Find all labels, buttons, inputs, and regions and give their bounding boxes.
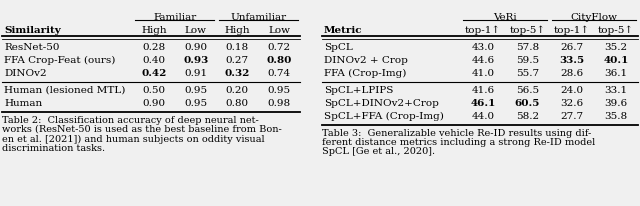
Text: High: High (141, 26, 167, 35)
Text: top-1↑: top-1↑ (465, 26, 501, 35)
Text: Human: Human (4, 98, 42, 108)
Text: 35.2: 35.2 (604, 42, 627, 52)
Text: 0.93: 0.93 (183, 55, 209, 64)
Text: DINOv2 + Crop: DINOv2 + Crop (324, 55, 408, 64)
Text: SpCL: SpCL (324, 42, 353, 52)
Text: CityFlow: CityFlow (570, 13, 617, 22)
Text: 26.7: 26.7 (560, 42, 583, 52)
Text: 0.32: 0.32 (225, 69, 250, 77)
Text: Table 2:  Classification accuracy of deep neural net-: Table 2: Classification accuracy of deep… (2, 116, 259, 124)
Text: 27.7: 27.7 (560, 111, 583, 121)
Text: 0.28: 0.28 (143, 42, 166, 52)
Text: top-1↑: top-1↑ (554, 26, 589, 35)
Text: SpCL+DINOv2+Crop: SpCL+DINOv2+Crop (324, 98, 439, 108)
Text: top-5↑: top-5↑ (509, 26, 545, 35)
Text: Unfamiliar: Unfamiliar (230, 13, 286, 22)
Text: 56.5: 56.5 (516, 85, 539, 95)
Text: 36.1: 36.1 (604, 69, 627, 77)
Text: SpCL+LPIPS: SpCL+LPIPS (324, 85, 394, 95)
Text: 0.95: 0.95 (268, 85, 291, 95)
Text: 0.98: 0.98 (268, 98, 291, 108)
Text: 39.6: 39.6 (604, 98, 627, 108)
Text: 0.27: 0.27 (226, 55, 249, 64)
Text: 0.18: 0.18 (226, 42, 249, 52)
Text: Table 3:  Generalizable vehicle Re-ID results using dif-: Table 3: Generalizable vehicle Re-ID res… (322, 129, 591, 137)
Text: Human (lesioned MTL): Human (lesioned MTL) (4, 85, 125, 95)
Text: Familiar: Familiar (153, 13, 196, 22)
Text: works (ResNet-50 is used as the best baseline from Bon-: works (ResNet-50 is used as the best bas… (2, 125, 282, 134)
Text: 0.50: 0.50 (143, 85, 166, 95)
Text: 57.8: 57.8 (516, 42, 539, 52)
Text: SpCL [Ge et al., 2020].: SpCL [Ge et al., 2020]. (322, 147, 435, 157)
Text: 33.1: 33.1 (604, 85, 627, 95)
Text: 0.42: 0.42 (141, 69, 166, 77)
Text: 35.8: 35.8 (604, 111, 627, 121)
Text: 44.0: 44.0 (472, 111, 495, 121)
Text: 33.5: 33.5 (559, 55, 584, 64)
Text: 0.95: 0.95 (184, 85, 207, 95)
Text: 0.72: 0.72 (268, 42, 291, 52)
Text: FFA Crop-Feat (ours): FFA Crop-Feat (ours) (4, 55, 115, 65)
Text: 0.95: 0.95 (184, 98, 207, 108)
Text: 0.74: 0.74 (268, 69, 291, 77)
Text: top-5↑: top-5↑ (598, 26, 634, 35)
Text: FFA (Crop-Img): FFA (Crop-Img) (324, 69, 406, 78)
Text: High: High (225, 26, 250, 35)
Text: 0.80: 0.80 (266, 55, 292, 64)
Text: ResNet-50: ResNet-50 (4, 42, 60, 52)
Text: 0.91: 0.91 (184, 69, 207, 77)
Text: DINOv2: DINOv2 (4, 69, 47, 77)
Text: 41.0: 41.0 (472, 69, 495, 77)
Text: 55.7: 55.7 (516, 69, 539, 77)
Text: 44.6: 44.6 (472, 55, 495, 64)
Text: discrimination tasks.: discrimination tasks. (2, 144, 105, 153)
Text: 24.0: 24.0 (560, 85, 583, 95)
Text: 28.6: 28.6 (560, 69, 583, 77)
Text: ferent distance metrics including a strong Re-ID model: ferent distance metrics including a stro… (322, 138, 595, 147)
Text: Metric: Metric (324, 26, 362, 35)
Text: 0.40: 0.40 (143, 55, 166, 64)
Text: 43.0: 43.0 (472, 42, 495, 52)
Text: 32.6: 32.6 (560, 98, 583, 108)
Text: 41.6: 41.6 (472, 85, 495, 95)
Text: Low: Low (268, 26, 290, 35)
Text: 0.20: 0.20 (226, 85, 249, 95)
Text: 0.80: 0.80 (226, 98, 249, 108)
Text: 60.5: 60.5 (515, 98, 540, 108)
Text: en et al. [2021]) and human subjects on oddity visual: en et al. [2021]) and human subjects on … (2, 135, 264, 144)
Text: 0.90: 0.90 (143, 98, 166, 108)
Text: 40.1: 40.1 (603, 55, 628, 64)
Text: VeRi: VeRi (493, 13, 517, 22)
Text: Low: Low (185, 26, 207, 35)
Text: Similarity: Similarity (4, 26, 61, 35)
Text: 46.1: 46.1 (470, 98, 496, 108)
Text: 0.90: 0.90 (184, 42, 207, 52)
Text: 59.5: 59.5 (516, 55, 539, 64)
Text: SpCL+FFA (Crop-Img): SpCL+FFA (Crop-Img) (324, 111, 444, 121)
Text: 58.2: 58.2 (516, 111, 539, 121)
